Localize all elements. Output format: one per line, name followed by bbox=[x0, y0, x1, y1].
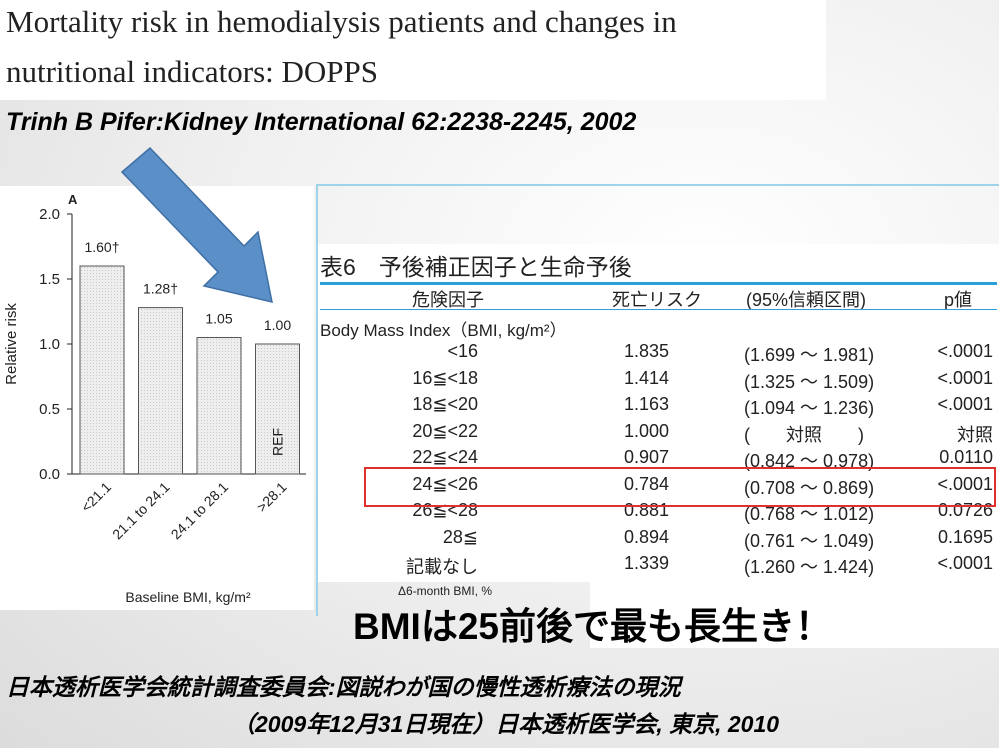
bar-value-label: 1.28† bbox=[143, 281, 178, 297]
table-cell-ci: (1.094 ～ 1.236) bbox=[744, 398, 875, 418]
y-tick-label: 0.5 bbox=[39, 401, 60, 418]
bar bbox=[196, 337, 242, 475]
table-title: 表6 予後補正因子と生命予後 bbox=[320, 254, 632, 280]
table-cell-p: <.0001 bbox=[937, 367, 993, 388]
table-header-rule bbox=[320, 309, 997, 310]
table-cell-p: <.0001 bbox=[937, 394, 993, 414]
source-line-2: （2009年12月31日現在）日本透析医学会, 東京, 2010 bbox=[232, 711, 780, 737]
table-cell-ci: (0.708 ～ 0.869) bbox=[744, 477, 875, 498]
bar-value-label: 1.60† bbox=[84, 239, 119, 255]
y-tick-label: 0.0 bbox=[39, 466, 60, 483]
table-cell-ci: (0.768 ～ 1.012) bbox=[744, 504, 875, 524]
table-section-label: Body Mass Index（BMI, kg/m²） bbox=[320, 321, 567, 340]
table-cell-factor: 18≦<20 bbox=[412, 394, 478, 414]
bottom-band bbox=[590, 578, 999, 648]
y-axis-label: Relative risk bbox=[3, 303, 20, 385]
slogan: BMIは25前後で最も長生き！ bbox=[353, 606, 832, 647]
table-cell-risk: 1.339 bbox=[624, 553, 670, 573]
table-cell-factor: 16≦<18 bbox=[412, 367, 478, 388]
table-cell-factor: 24≦<26 bbox=[412, 473, 478, 494]
table-cell-factor: 22≦<24 bbox=[412, 447, 478, 467]
col-header-ci: (95%信頼区間) bbox=[746, 290, 867, 310]
table-cell-factor: <16 bbox=[447, 341, 478, 361]
y-tick-label: 1.0 bbox=[39, 336, 60, 353]
title-box bbox=[0, 0, 826, 100]
bar-value-label: 1.00 bbox=[264, 317, 291, 333]
x-tick-label: <21.1 bbox=[78, 479, 115, 516]
table-cell-factor: 記載なし bbox=[406, 557, 478, 577]
table-cell-ci: (0.842 ～ 0.978) bbox=[744, 451, 875, 471]
x-tick-label: 21.1 to 24.1 bbox=[109, 479, 173, 543]
table-cell-risk: 1.414 bbox=[624, 367, 670, 388]
highlighted-row-box bbox=[364, 467, 996, 507]
source-line-1: 日本透析医学会統計調査委員会:図説わが国の慢性透析療法の現況 bbox=[6, 674, 681, 700]
col-header-p: p値 bbox=[944, 290, 973, 310]
table-top-rule bbox=[320, 282, 997, 285]
table-cell-p: 0.1695 bbox=[937, 526, 993, 547]
table-cell-p: 対照 bbox=[957, 424, 993, 445]
table-cell-factor: 20≦<22 bbox=[412, 420, 478, 441]
table-cell-risk: 0.907 bbox=[624, 447, 670, 467]
table-cell-risk: 1.835 bbox=[624, 341, 670, 361]
table-cell-ci: (0.761 ～ 1.049) bbox=[744, 530, 875, 551]
table-cell-risk: 1.000 bbox=[624, 420, 670, 441]
y-tick-label: 1.5 bbox=[39, 271, 60, 288]
table-cell-factor: 28≦ bbox=[442, 526, 478, 547]
table-area bbox=[318, 244, 999, 582]
bar-value-label: 1.05 bbox=[205, 311, 232, 327]
x-tick-label: >28.1 bbox=[253, 479, 290, 516]
ref-label: REF bbox=[270, 428, 286, 456]
col-header-risk: 死亡リスク bbox=[612, 290, 702, 310]
table-cell-risk: 1.163 bbox=[624, 394, 670, 414]
table-frame bbox=[316, 184, 999, 616]
x-axis-label: Baseline BMI, kg/m² bbox=[125, 589, 251, 605]
table-cell-ci: ( 対照 ) bbox=[744, 424, 864, 445]
table-cell-ci: (1.325 ～ 1.509) bbox=[744, 371, 875, 392]
arrow-icon bbox=[120, 146, 273, 303]
table-cell-ci: (1.260 ～ 1.424) bbox=[744, 557, 875, 577]
table-cell-p: <.0001 bbox=[937, 473, 993, 494]
table-cell-p: <.0001 bbox=[937, 553, 993, 573]
bar bbox=[138, 307, 183, 475]
col-header-factor: 危険因子 bbox=[412, 290, 484, 310]
delta-bmi-label: Δ6-month BMI, % bbox=[398, 584, 493, 598]
table-cell-p: 0.0110 bbox=[939, 447, 993, 467]
citation: Trinh B Pifer:Kidney International 62:22… bbox=[6, 108, 637, 136]
table-cell-risk: 0.894 bbox=[624, 526, 670, 547]
slide-title-line-2: nutritional indicators: DOPPS bbox=[6, 54, 378, 89]
y-tick-label: 2.0 bbox=[39, 206, 60, 223]
bar bbox=[79, 265, 125, 475]
table-cell-ci: (1.699 ～ 1.981) bbox=[744, 345, 875, 365]
table-cell-p: <.0001 bbox=[937, 341, 993, 361]
x-tick-label: 24.1 to 28.1 bbox=[168, 479, 232, 543]
table-cell-risk: 0.784 bbox=[624, 473, 670, 494]
bar bbox=[255, 343, 300, 475]
slide-title-line-1: Mortality risk in hemodialysis patients … bbox=[6, 4, 677, 39]
panel-label: A bbox=[68, 192, 78, 207]
